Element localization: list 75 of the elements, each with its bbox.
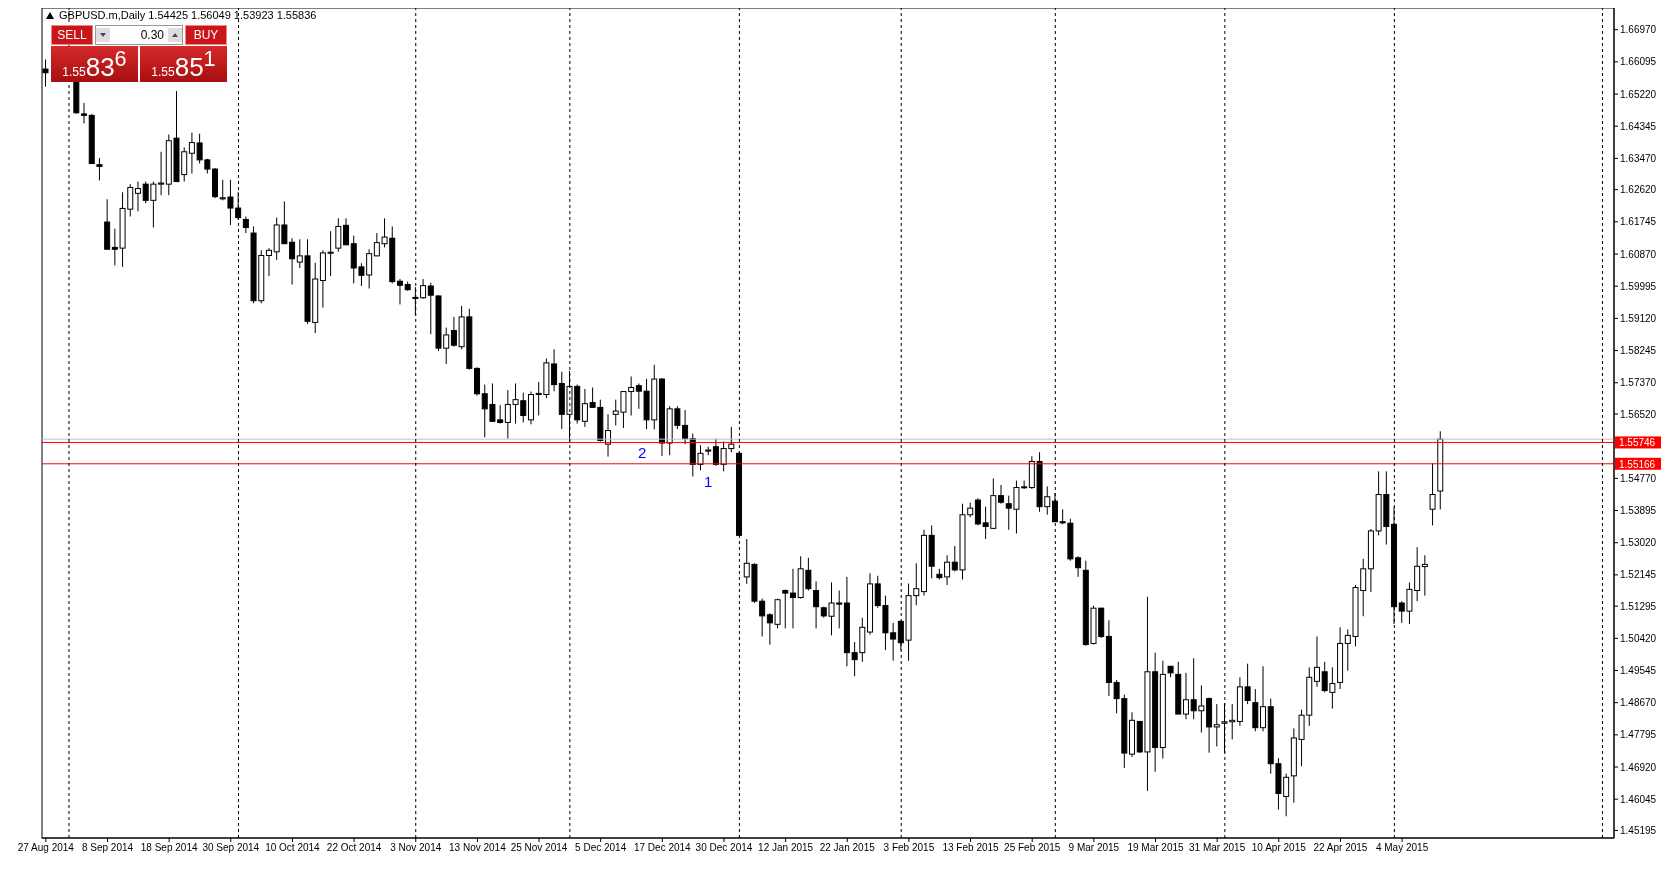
y-tick-label: 1.49545 xyxy=(1620,665,1657,677)
x-tick-label: 22 Apr 2015 xyxy=(1313,842,1368,854)
y-tick-label: 1.62620 xyxy=(1620,184,1657,196)
y-tick-label: 1.47795 xyxy=(1620,729,1657,741)
candlestick xyxy=(265,247,272,277)
y-tick-label: 1.66970 xyxy=(1620,24,1657,36)
y-tick-label: 1.50420 xyxy=(1620,632,1657,644)
y-tick-label: 1.56520 xyxy=(1620,408,1657,420)
candlestick xyxy=(134,181,141,212)
x-tick-label: 22 Oct 2014 xyxy=(326,842,382,854)
x-tick-label: 18 Sep 2014 xyxy=(140,842,198,854)
candlestick xyxy=(813,580,820,629)
x-tick-label: 5 Dec 2014 xyxy=(575,842,627,854)
x-tick-label: 13 Feb 2015 xyxy=(942,842,1000,854)
y-tick-label: 1.46045 xyxy=(1620,793,1657,805)
annotation: 0.30 xyxy=(139,28,165,42)
candlestick xyxy=(1260,665,1267,732)
y-tick-label: 1.61745 xyxy=(1620,216,1657,228)
candlestick xyxy=(96,157,103,181)
annotation: SELL xyxy=(51,25,93,45)
x-tick-label: 17 Dec 2014 xyxy=(633,842,692,854)
y-tick-label: 1.59120 xyxy=(1620,312,1657,324)
candlestick xyxy=(81,102,88,124)
y-tick-label: 1.53895 xyxy=(1620,505,1657,517)
candlestick xyxy=(1313,635,1320,688)
x-tick-label: 3 Feb 2015 xyxy=(883,842,935,854)
ref-line-label: 1.55746 xyxy=(1619,437,1656,449)
x-tick-label: 30 Sep 2014 xyxy=(202,842,260,854)
y-tick-label: 1.54770 xyxy=(1620,472,1657,484)
y-tick-label: 1.51295 xyxy=(1620,600,1657,612)
chart-title: GBPUSD.m,Daily 1.54425 1.56049 1.53923 1.55836 xyxy=(59,9,317,21)
y-tick-label: 1.59995 xyxy=(1620,280,1657,292)
candlestick xyxy=(1429,462,1436,526)
candlestick xyxy=(1213,703,1220,747)
x-tick-label: 31 Mar 2015 xyxy=(1189,842,1246,854)
annotation: 1 xyxy=(704,473,713,490)
y-tick-label: 1.64345 xyxy=(1620,120,1657,132)
y-tick-label: 1.66095 xyxy=(1620,56,1657,68)
x-tick-label: 10 Oct 2014 xyxy=(265,842,321,854)
y-tick-label: 1.58245 xyxy=(1620,345,1657,357)
x-tick-label: 8 Sep 2014 xyxy=(81,842,134,854)
x-tick-label: 22 Jan 2015 xyxy=(819,842,876,854)
y-tick-label: 1.45195 xyxy=(1620,825,1657,837)
y-tick-label: 1.46920 xyxy=(1620,761,1657,773)
x-tick-label: 9 Mar 2015 xyxy=(1068,842,1120,854)
annotation: 1.5585$^{1}$ xyxy=(151,45,216,82)
x-tick-label: 30 Dec 2014 xyxy=(695,842,753,854)
x-tick-label: 25 Feb 2015 xyxy=(1004,842,1061,854)
y-tick-label: 1.60870 xyxy=(1620,248,1657,260)
candlestick xyxy=(789,568,796,629)
x-tick-label: 3 Nov 2014 xyxy=(390,842,442,854)
candlestick xyxy=(782,588,789,629)
y-tick-label: 1.63470 xyxy=(1620,152,1657,164)
y-tick-label: 1.52145 xyxy=(1620,569,1657,581)
y-tick-label: 1.48670 xyxy=(1620,697,1657,709)
annotation: BUY xyxy=(185,25,227,45)
x-tick-label: 12 Jan 2015 xyxy=(758,842,814,854)
x-tick-label: 10 Apr 2015 xyxy=(1251,842,1307,854)
candlestick xyxy=(998,484,1005,505)
candlestick xyxy=(343,217,350,246)
x-tick-label: 4 May 2015 xyxy=(1375,842,1429,854)
x-tick-label: 25 Nov 2014 xyxy=(510,842,568,854)
annotation: 1.5583$^{6}$ xyxy=(62,45,127,82)
x-tick-label: 19 Mar 2015 xyxy=(1127,842,1185,854)
x-tick-label: 13 Nov 2014 xyxy=(449,842,507,854)
candlestick xyxy=(1421,554,1428,597)
annotation: 2 xyxy=(638,444,647,461)
candlestick xyxy=(396,278,403,305)
candlestick xyxy=(335,217,342,253)
y-tick-label: 1.57370 xyxy=(1620,377,1657,389)
x-tick-label: 27 Aug 2014 xyxy=(17,842,75,854)
y-tick-label: 1.65220 xyxy=(1620,88,1657,100)
y-tick-label: 1.53020 xyxy=(1620,537,1657,549)
candlestick xyxy=(1182,672,1189,720)
ref-line-label: 1.55166 xyxy=(1619,458,1656,470)
